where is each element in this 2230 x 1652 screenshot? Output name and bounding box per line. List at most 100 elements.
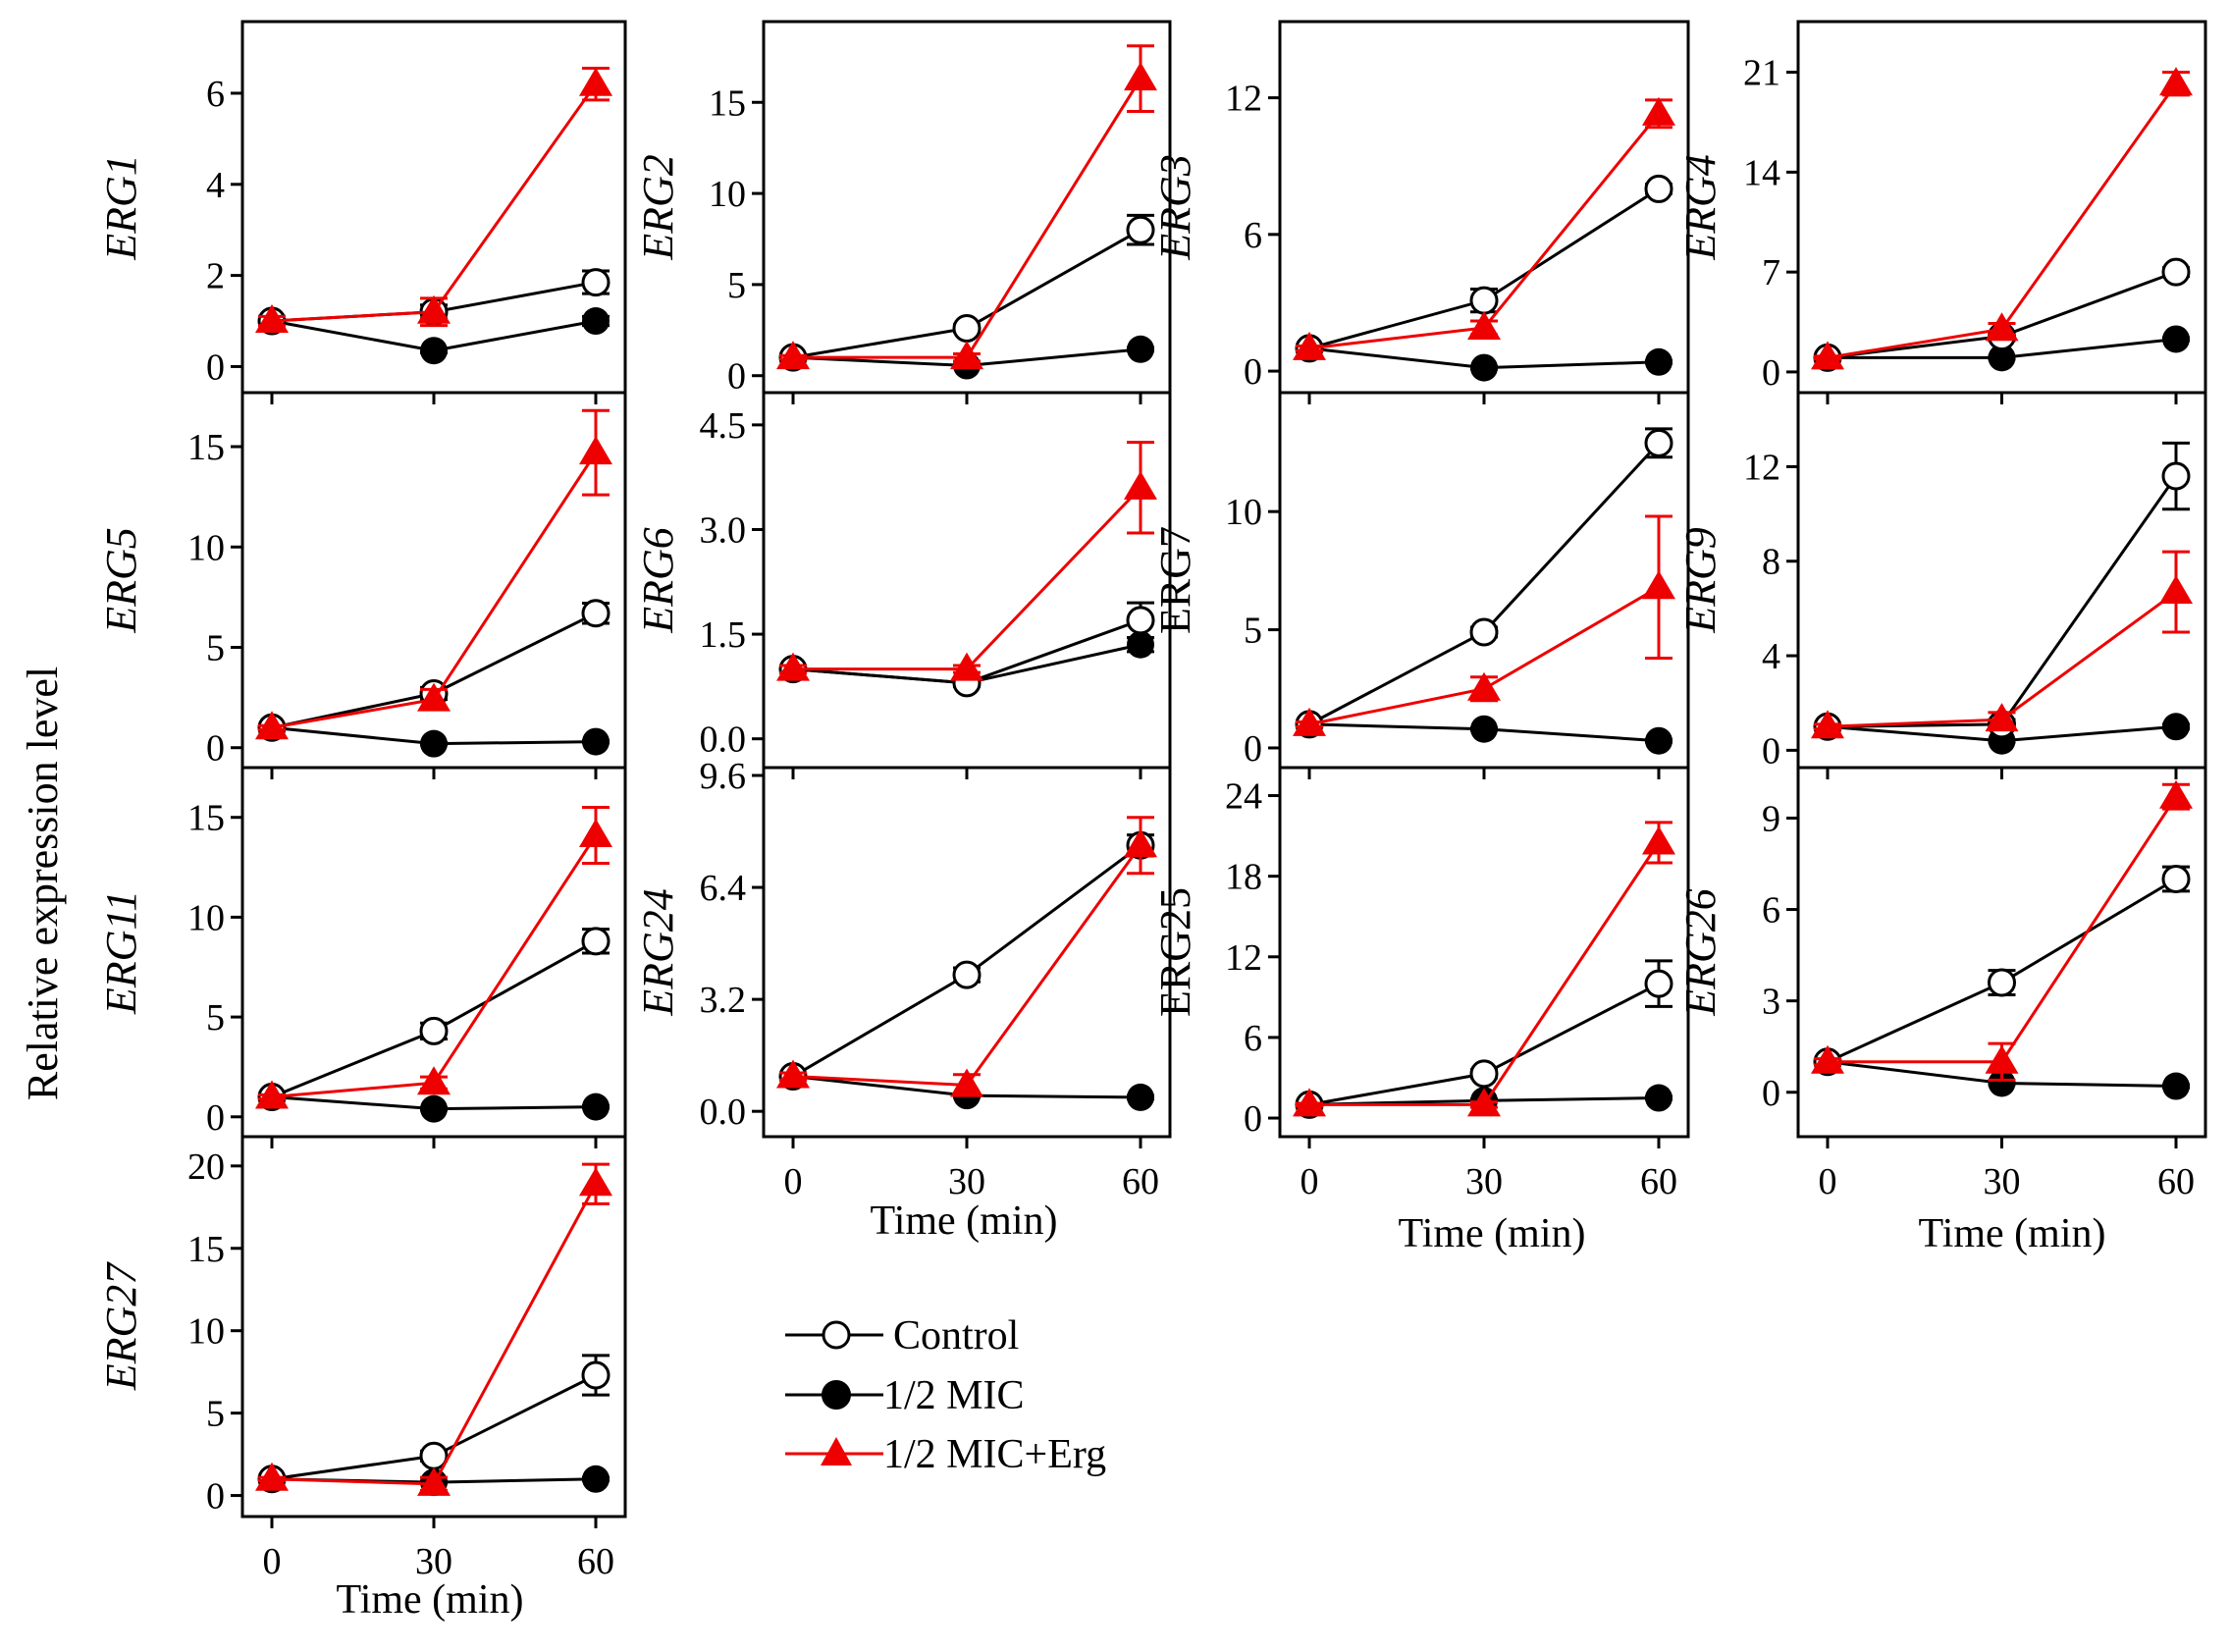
data-point-half-mic-erg <box>950 1068 983 1097</box>
gene-label-erg1: ERG1 <box>97 154 145 261</box>
x-tick-label: 60 <box>2157 1161 2195 1202</box>
series-1-2-mic-erg <box>1293 514 1675 736</box>
legend-item-half-mic: 1/2 MIC <box>785 1373 1025 1418</box>
y-tick-label: 0 <box>727 356 746 398</box>
y-tick-label: 5 <box>206 1394 225 1435</box>
data-point-control <box>581 268 611 297</box>
data-point-half-mic-erg <box>2159 779 2193 809</box>
gene-label-erg7: ERG7 <box>1151 526 1199 634</box>
gene-label-erg5: ERG5 <box>97 527 145 634</box>
legend-item-control: Control <box>785 1313 1019 1359</box>
data-point-half-mic <box>582 307 610 336</box>
data-point-control <box>1644 969 1673 998</box>
data-point-half-mic-erg <box>2159 67 2193 96</box>
y-tick-label: 2 <box>206 256 225 297</box>
data-point-half-mic-erg <box>1642 96 1675 126</box>
data-point-half-mic-erg <box>776 652 810 681</box>
panel-erg1: 0 2 4 6 ERG1 <box>97 20 627 404</box>
data-point-half-mic-erg <box>776 341 810 370</box>
x-axis-title-col4: Time (min) <box>1919 1211 2106 1256</box>
data-point-half-mic <box>2162 1072 2190 1100</box>
y-tick-label: 0 <box>1762 1073 1780 1114</box>
y-tick-label: 4 <box>1762 636 1780 677</box>
series-1-2-mic-erg <box>1293 96 1675 360</box>
series-line <box>271 1183 598 1486</box>
series-line <box>793 486 1142 671</box>
x-tick-label: 0 <box>784 1161 803 1202</box>
y-tick-label: 15 <box>187 1229 225 1270</box>
x-axis-title-col1: Time (min) <box>337 1577 524 1623</box>
legend-label-control: Control <box>893 1313 1019 1359</box>
series-control <box>1295 174 1673 363</box>
series-control <box>778 830 1155 1092</box>
data-point-half-mic-erg <box>1124 470 1157 500</box>
data-point-half-mic-erg <box>1985 312 2019 342</box>
panel-erg9: 0 4 8 12 ERG9 <box>1676 391 2207 779</box>
y-tick-label: 18 <box>1225 857 1262 898</box>
data-point-half-mic <box>420 337 448 365</box>
data-point-control <box>1469 286 1499 315</box>
data-point-half-mic <box>420 1094 448 1123</box>
series-1-2-mic-erg <box>776 44 1157 370</box>
panel-erg2: 0 5 10 15 ERG2 <box>634 20 1172 404</box>
legend: Control 1/2 MIC 1/2 MIC+Erg <box>785 1313 1106 1477</box>
y-tick-label: 0 <box>1244 1098 1262 1140</box>
series-1-2-mic-erg <box>776 816 1157 1097</box>
data-point-half-mic <box>1470 353 1498 382</box>
y-axis-title: Relative expression level <box>19 666 67 1100</box>
y-tick-label: 6 <box>1762 890 1780 932</box>
series-1-2-mic <box>1296 334 1672 382</box>
y-tick-label: 12 <box>1743 447 1780 488</box>
data-point-half-mic-erg <box>776 1059 810 1089</box>
data-point-control <box>1469 617 1499 647</box>
data-point-half-mic-erg <box>1293 707 1326 736</box>
data-point-half-mic <box>1645 347 1672 376</box>
data-point-half-mic-erg <box>1811 1044 1844 1074</box>
data-point-half-mic <box>420 729 448 758</box>
series-1-2-mic-erg <box>255 66 612 334</box>
series-1-2-mic-erg <box>255 408 612 740</box>
y-tick-label: 9 <box>1762 798 1780 839</box>
data-point-half-mic-erg <box>1124 62 1157 91</box>
data-point-half-mic <box>1645 726 1672 755</box>
x-tick-label: 30 <box>1465 1161 1503 1202</box>
y-tick-label: 6 <box>1244 215 1262 256</box>
y-tick-label: 5 <box>727 265 746 306</box>
series-1-2-mic-erg <box>1811 550 2193 739</box>
y-tick-label: 5 <box>206 997 225 1039</box>
panel-erg24: 0.0 3.2 6.4 9.6 0 30 60 ERG24 <box>634 756 1172 1202</box>
data-point-half-mic-erg <box>417 1466 451 1496</box>
data-point-half-mic <box>1988 1069 2016 1097</box>
y-tick-label: 20 <box>187 1146 225 1188</box>
gene-label-erg26: ERG26 <box>1676 888 1725 1017</box>
gene-label-erg9: ERG9 <box>1676 527 1725 634</box>
data-point-control <box>1644 174 1673 203</box>
gene-label-erg27: ERG27 <box>97 1261 145 1392</box>
panel-erg11: 0 5 10 15 ERG11 <box>97 766 627 1148</box>
series-line <box>271 82 598 323</box>
panel-erg25: 0 6 12 18 24 0 30 60 ERG25 <box>1151 766 1690 1202</box>
data-point-half-mic <box>1988 344 2016 372</box>
x-tick-label: 30 <box>1984 1161 2021 1202</box>
y-tick-label: 0 <box>206 728 225 770</box>
series-1-2-mic-erg <box>1293 821 1675 1117</box>
y-tick-label: 24 <box>1225 776 1262 818</box>
x-tick-label: 60 <box>1640 1161 1677 1202</box>
x-tick-label: 30 <box>948 1161 985 1202</box>
data-point-control <box>952 313 982 343</box>
y-tick-label: 10 <box>709 174 746 215</box>
y-tick-label: 0 <box>1762 730 1780 772</box>
data-point-half-mic-erg <box>1642 826 1675 855</box>
data-point-control <box>1126 606 1155 635</box>
panel-frame <box>1278 391 1690 770</box>
gene-label-erg6: ERG6 <box>634 527 682 634</box>
data-point-half-mic-erg <box>1467 1088 1501 1117</box>
y-tick-label: 9.6 <box>700 756 747 797</box>
data-point-half-mic <box>1127 335 1154 363</box>
x-tick-label: 0 <box>1301 1161 1319 1202</box>
data-point-control <box>581 1360 611 1390</box>
data-point-half-mic-erg <box>417 682 451 712</box>
data-point-half-mic-erg <box>1467 671 1501 701</box>
gene-label-erg4: ERG4 <box>1676 154 1725 261</box>
gene-label-erg11: ERG11 <box>97 890 145 1015</box>
